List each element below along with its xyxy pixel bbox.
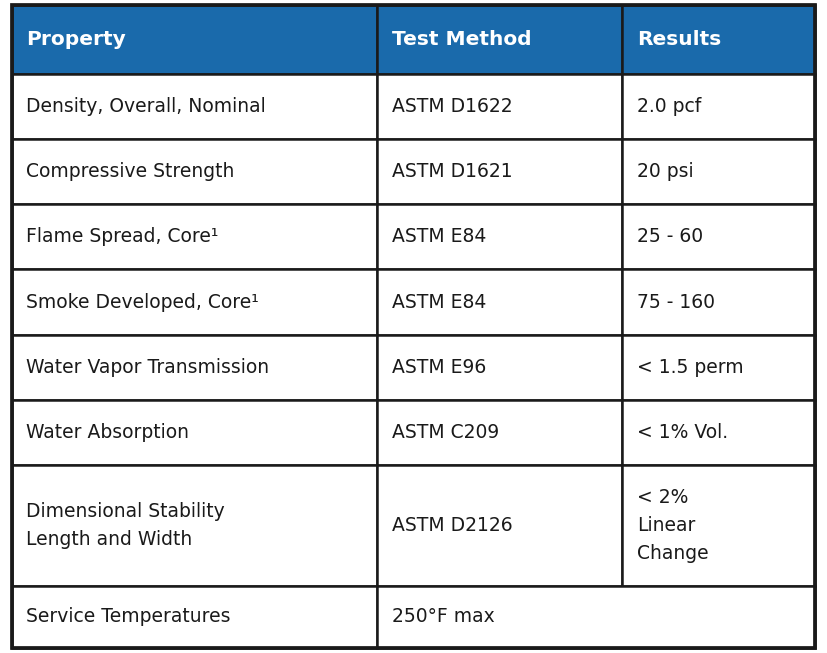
Text: Density, Overall, Nominal: Density, Overall, Nominal [26, 97, 265, 116]
Text: ASTM C209: ASTM C209 [392, 423, 499, 442]
Text: ASTM E84: ASTM E84 [392, 227, 486, 246]
Bar [623, 400, 815, 465]
Text: Flame Spread, Core¹: Flame Spread, Core¹ [26, 227, 218, 246]
Text: < 2%
Linear
Change: < 2% Linear Change [637, 488, 709, 563]
Bar [12, 204, 377, 270]
Bar [377, 204, 623, 270]
Bar [12, 586, 377, 648]
Bar [623, 139, 815, 204]
Text: < 1.5 perm: < 1.5 perm [637, 358, 743, 377]
Bar [623, 465, 815, 586]
Text: 250°F max: 250°F max [392, 607, 495, 626]
Text: < 1% Vol.: < 1% Vol. [637, 423, 728, 442]
Bar [377, 334, 623, 400]
Text: ASTM D1621: ASTM D1621 [392, 162, 513, 181]
Text: ASTM E84: ASTM E84 [392, 293, 486, 311]
Bar [377, 586, 815, 648]
Text: Compressive Strength: Compressive Strength [26, 162, 234, 181]
Bar [12, 139, 377, 204]
Bar [623, 5, 815, 74]
Bar [623, 204, 815, 270]
Text: 2.0 pcf: 2.0 pcf [637, 97, 701, 116]
Bar [12, 5, 377, 74]
Bar [12, 74, 377, 139]
Text: Test Method: Test Method [392, 30, 532, 49]
Bar [377, 270, 623, 334]
Bar [12, 465, 377, 586]
Text: Water Absorption: Water Absorption [26, 423, 189, 442]
Text: Dimensional Stability
Length and Width: Dimensional Stability Length and Width [26, 502, 225, 549]
Text: 75 - 160: 75 - 160 [637, 293, 715, 311]
Bar [12, 400, 377, 465]
Bar [377, 139, 623, 204]
Text: ASTM D2126: ASTM D2126 [392, 516, 513, 535]
Text: Property: Property [26, 30, 126, 49]
Bar [623, 74, 815, 139]
Text: 20 psi: 20 psi [637, 162, 694, 181]
Bar [12, 334, 377, 400]
Text: ASTM D1622: ASTM D1622 [392, 97, 513, 116]
Bar [623, 334, 815, 400]
Bar [377, 74, 623, 139]
Bar [377, 465, 623, 586]
Text: Smoke Developed, Core¹: Smoke Developed, Core¹ [26, 293, 259, 311]
Text: Service Temperatures: Service Temperatures [26, 607, 231, 626]
Text: 25 - 60: 25 - 60 [637, 227, 703, 246]
Bar [623, 270, 815, 334]
Bar [377, 400, 623, 465]
Bar [377, 5, 623, 74]
Bar [12, 270, 377, 334]
Text: ASTM E96: ASTM E96 [392, 358, 486, 377]
Text: Results: Results [637, 30, 721, 49]
Text: Water Vapor Transmission: Water Vapor Transmission [26, 358, 269, 377]
